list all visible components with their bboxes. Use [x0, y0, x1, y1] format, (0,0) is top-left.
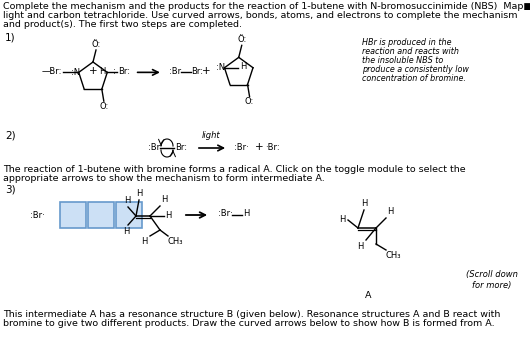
Text: O:: O:	[99, 102, 109, 111]
Text: 2): 2)	[5, 130, 15, 140]
Text: concentration of bromine.: concentration of bromine.	[362, 74, 466, 83]
Text: H: H	[142, 237, 148, 246]
Text: Ö:: Ö:	[91, 40, 101, 49]
Text: H: H	[243, 209, 250, 219]
Text: :Br·: :Br·	[218, 209, 233, 219]
Bar	[60, 202, 86, 228]
Text: and product(s). The first two steps are completed.: and product(s). The first two steps are …	[3, 20, 242, 29]
Text: light: light	[202, 131, 220, 140]
Text: CH₃: CH₃	[168, 237, 183, 246]
Text: appropriate arrows to show the mechanism to form intermediate A.: appropriate arrows to show the mechanism…	[3, 174, 325, 183]
Text: :Br·: :Br·	[234, 142, 249, 152]
Text: ·Br:: ·Br:	[265, 142, 280, 152]
Text: H: H	[358, 242, 364, 251]
Text: H: H	[100, 67, 106, 76]
Text: :N: :N	[70, 68, 80, 77]
Text: bromine to give two different products. Draw the curved arrows below to show how: bromine to give two different products. …	[3, 319, 494, 328]
Text: reaction and reacts with: reaction and reacts with	[362, 47, 459, 56]
Text: O:: O:	[245, 98, 254, 106]
Text: H: H	[124, 196, 130, 205]
Text: light and carbon tetrachloride. Use curved arrows, bonds, atoms, and electrons t: light and carbon tetrachloride. Use curv…	[3, 11, 517, 20]
Bar	[116, 202, 142, 228]
Text: Br:: Br:	[191, 67, 203, 76]
Text: Ö:: Ö:	[237, 35, 246, 44]
Text: H: H	[161, 195, 167, 204]
Text: :: :	[50, 67, 52, 76]
Text: 3): 3)	[5, 185, 15, 195]
Text: H: H	[123, 227, 129, 236]
Text: H: H	[361, 199, 367, 208]
Text: +: +	[89, 66, 98, 76]
Text: produce a consistently low: produce a consistently low	[362, 65, 469, 74]
Text: A: A	[365, 290, 371, 300]
Text: :: :	[113, 67, 116, 76]
Text: :N: :N	[216, 63, 225, 72]
Text: Br:: Br:	[175, 142, 187, 152]
Text: H: H	[340, 215, 346, 223]
Text: H: H	[165, 210, 171, 220]
Text: CH₃: CH₃	[386, 251, 402, 260]
Text: the insoluble NBS to: the insoluble NBS to	[362, 56, 443, 65]
Bar	[88, 202, 114, 228]
Text: :Br: :Br	[148, 142, 160, 152]
Text: (Scroll down
for more): (Scroll down for more)	[466, 270, 518, 290]
Text: +: +	[255, 142, 263, 152]
Text: —Br:: —Br:	[41, 67, 61, 76]
Text: H: H	[136, 189, 142, 198]
Text: 1): 1)	[5, 33, 15, 43]
Text: :Br·: :Br·	[30, 210, 45, 220]
Text: This intermediate A has a resonance structure B (given below). Resonance structu: This intermediate A has a resonance stru…	[3, 310, 500, 319]
Text: The reaction of 1-butene with bromine forms a radical A. Click on the toggle mod: The reaction of 1-butene with bromine fo…	[3, 165, 466, 174]
Text: Br:: Br:	[118, 67, 130, 76]
Text: Complete the mechanism and the products for the reaction of 1-butene with N-brom: Complete the mechanism and the products …	[3, 2, 530, 11]
Text: H: H	[241, 62, 247, 71]
Text: H: H	[387, 207, 393, 216]
Text: :Br: :Br	[169, 67, 181, 76]
Text: HBr is produced in the: HBr is produced in the	[362, 38, 452, 47]
Text: +: +	[202, 66, 210, 76]
